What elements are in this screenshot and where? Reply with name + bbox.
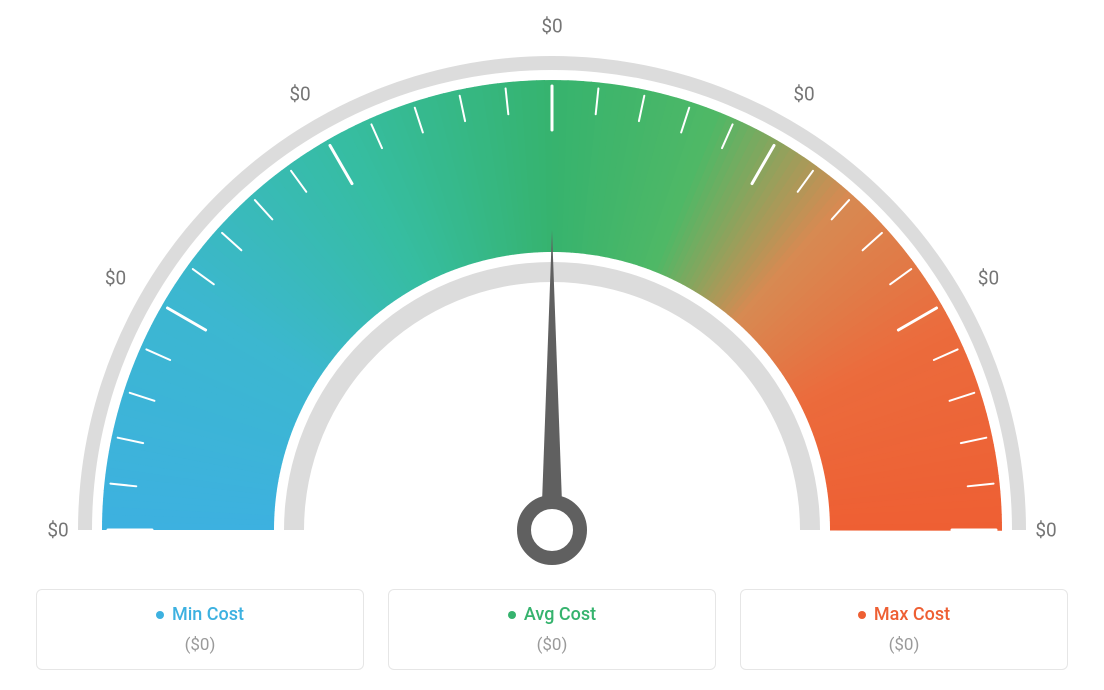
legend-value-min: ($0) xyxy=(53,635,347,655)
legend-label-avg: Avg Cost xyxy=(524,604,596,625)
cost-gauge-infographic: $0 $0 $0 $0 $0 $0 $0 Min Cost ($0) Avg Cost ($… xyxy=(0,0,1104,690)
legend-card-avg: Avg Cost ($0) xyxy=(388,589,716,671)
gauge-scale-label: $0 xyxy=(793,82,814,105)
gauge-scale-label: $0 xyxy=(289,82,310,105)
gauge-scale-label: $0 xyxy=(541,15,562,38)
legend-dot-min xyxy=(156,611,164,619)
legend-row: Min Cost ($0) Avg Cost ($0) Max Cost ($0… xyxy=(36,589,1068,671)
gauge-scale-label: $0 xyxy=(105,267,126,290)
legend-dot-avg xyxy=(508,611,516,619)
gauge-scale-label: $0 xyxy=(1035,519,1056,542)
gauge-chart: $0 $0 $0 $0 $0 $0 $0 xyxy=(32,10,1072,570)
gauge-svg xyxy=(32,10,1072,570)
gauge-scale-label: $0 xyxy=(978,267,999,290)
legend-card-max: Max Cost ($0) xyxy=(740,589,1068,671)
legend-value-avg: ($0) xyxy=(405,635,699,655)
legend-label-max: Max Cost xyxy=(874,604,950,625)
gauge-scale-label: $0 xyxy=(47,519,68,542)
legend-dot-max xyxy=(858,611,866,619)
legend-value-max: ($0) xyxy=(757,635,1051,655)
legend-label-min: Min Cost xyxy=(172,604,244,625)
legend-card-min: Min Cost ($0) xyxy=(36,589,364,671)
